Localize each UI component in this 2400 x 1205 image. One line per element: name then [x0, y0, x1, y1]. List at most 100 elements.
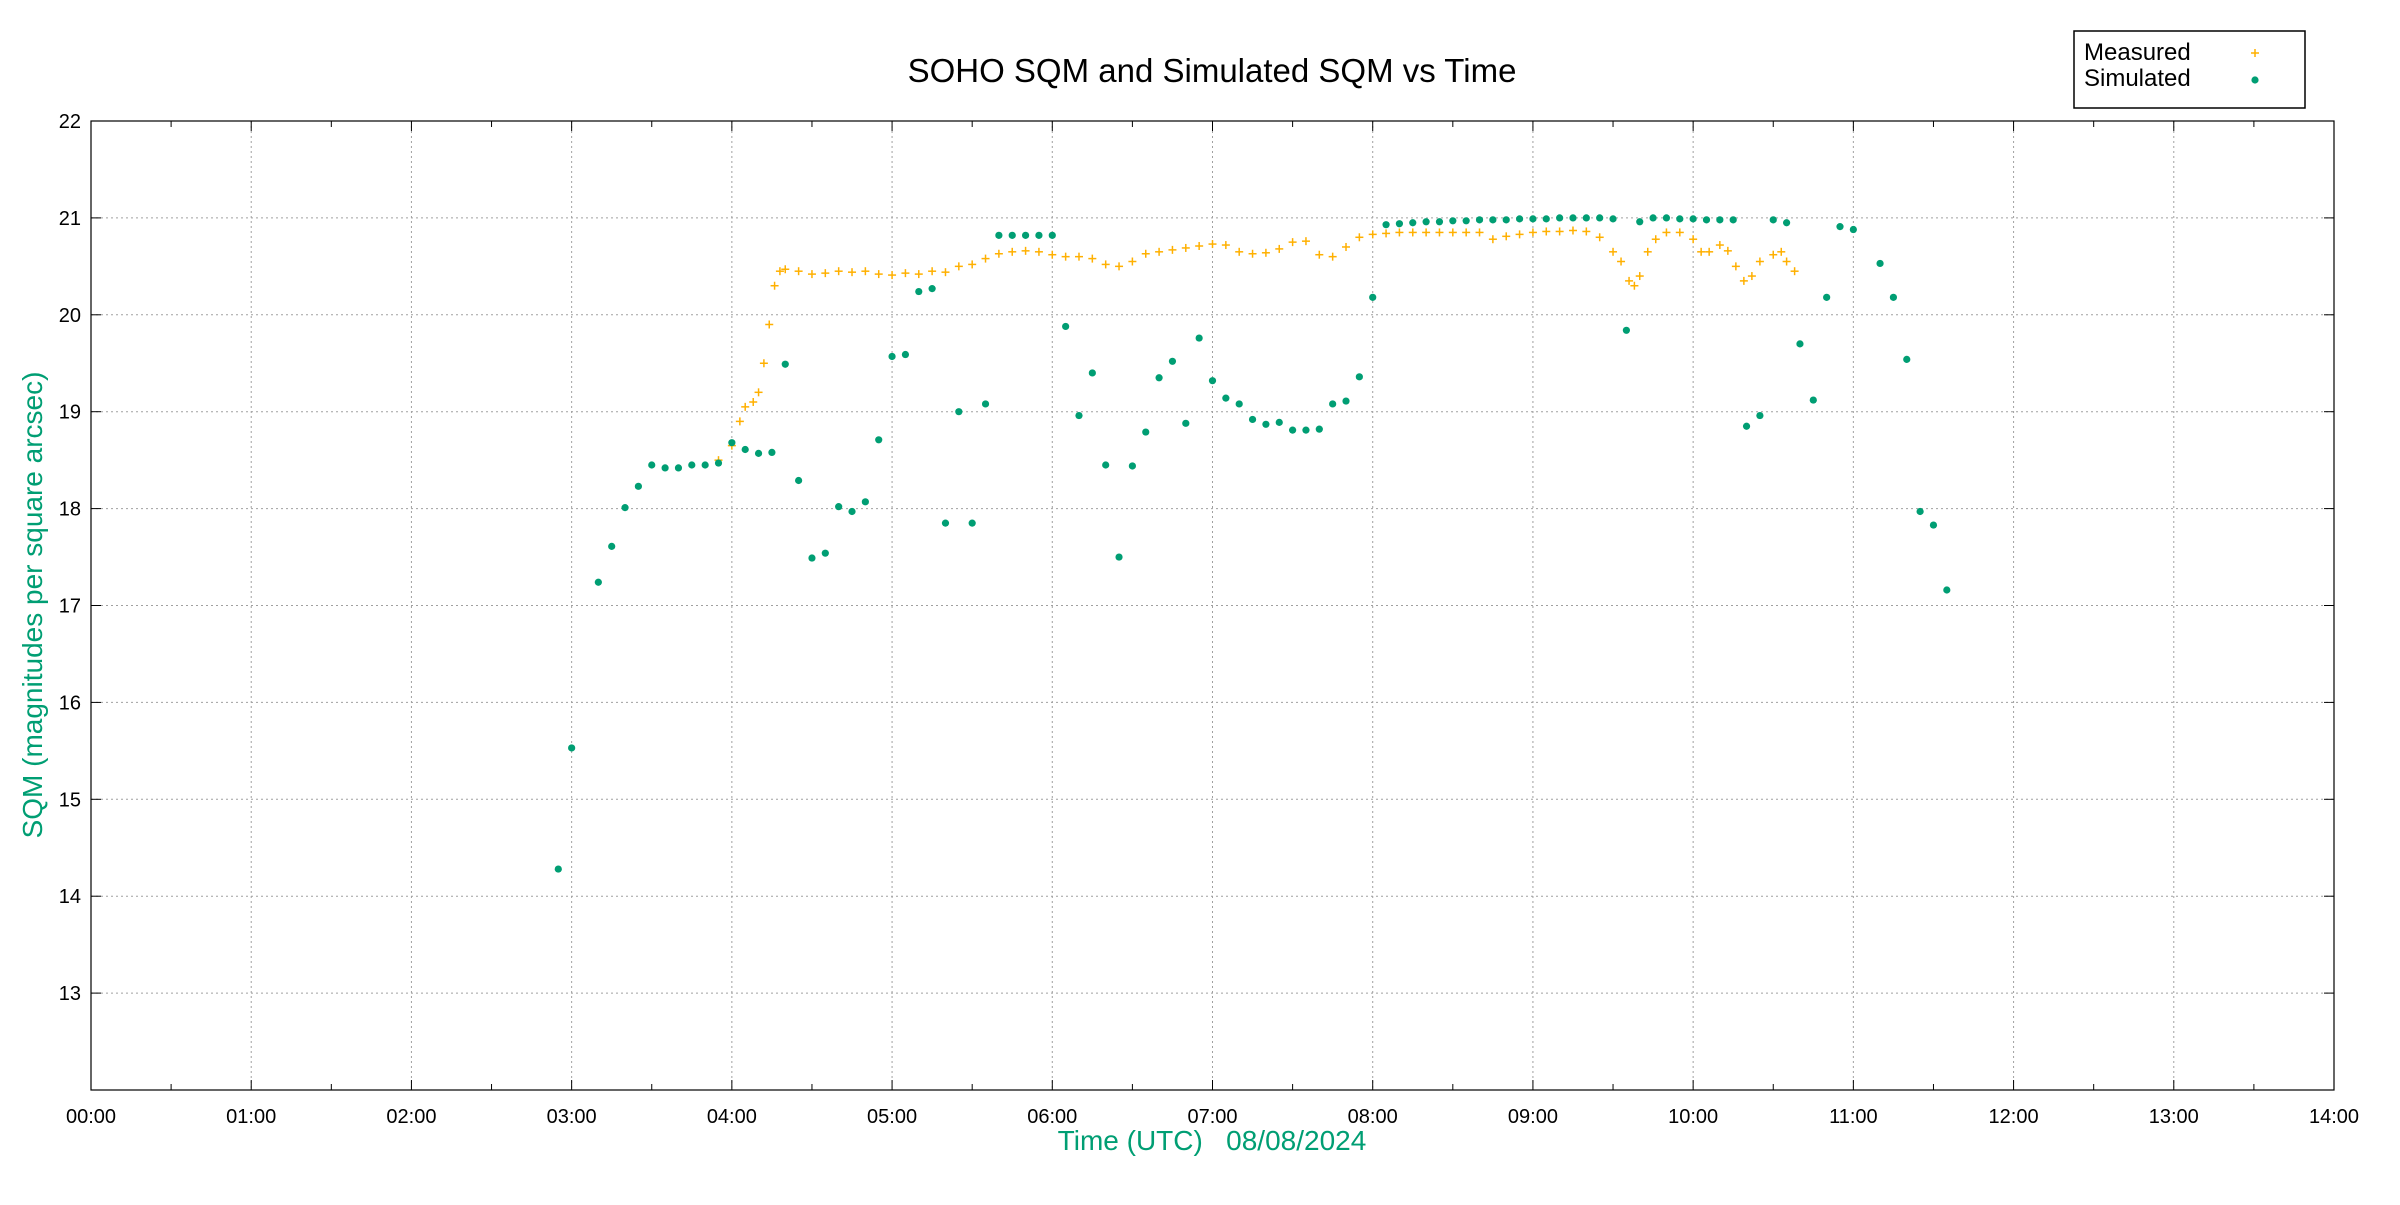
simulated-point — [1275, 418, 1283, 426]
simulated-point — [1062, 322, 1070, 331]
simulated-point — [1462, 217, 1470, 225]
simulated-point — [1783, 219, 1791, 227]
simulated-point — [795, 476, 803, 485]
simulated-point — [781, 360, 789, 368]
chart-title: SOHO SQM and Simulated SQM vs Time — [908, 52, 1517, 89]
simulated-point — [1515, 215, 1524, 223]
simulated-point — [1796, 340, 1804, 348]
simulated-point — [1475, 216, 1484, 224]
simulated-point — [1502, 216, 1510, 224]
simulated-point — [634, 482, 642, 490]
simulated-point — [1676, 215, 1684, 223]
measured-point — [1088, 254, 1097, 263]
x-tick-label: 13:00 — [2149, 1106, 2199, 1128]
simulated-point — [1048, 231, 1056, 239]
simulated-point — [1289, 426, 1297, 434]
measured-point — [1155, 247, 1164, 256]
measured-point — [1528, 228, 1537, 237]
y-tick-label: 21 — [59, 208, 81, 230]
measured-point — [1723, 246, 1732, 255]
x-tick-label: 10:00 — [1668, 1106, 1718, 1128]
simulated-point — [955, 408, 963, 416]
measured-point — [1747, 272, 1756, 281]
legend-label-measured: Measured — [2084, 39, 2191, 66]
measured-point — [1609, 247, 1618, 256]
measured-point — [1128, 257, 1137, 266]
measured-point — [759, 359, 768, 368]
x-tick-label: 01:00 — [226, 1106, 276, 1128]
measured-point — [1542, 227, 1551, 236]
simulated-point — [1702, 216, 1711, 224]
x-tick-label: 14:00 — [2309, 1106, 2359, 1128]
measured-point — [1475, 228, 1484, 237]
measured-point — [1221, 241, 1230, 250]
simulated-point — [995, 231, 1003, 239]
simulated-point — [981, 400, 990, 408]
axes: 00:00 01:00 02:00 03:00 04:00 05:00 06:00 07:00… — [59, 111, 2359, 1128]
simulated-point — [728, 439, 736, 447]
simulated-point — [1556, 214, 1564, 222]
measured-point — [1617, 257, 1626, 266]
simulated-point — [1102, 461, 1110, 469]
measured-point — [1435, 228, 1444, 237]
simulated-point — [1395, 220, 1404, 228]
x-tick-label: 02:00 — [386, 1106, 436, 1128]
measured-point — [1635, 272, 1644, 281]
x-axis-label: Time (UTC) 08/08/2024 — [1058, 1125, 1367, 1156]
x-tick-label: 12:00 — [1989, 1106, 2039, 1128]
simulated-point — [1262, 420, 1270, 428]
simulated-point — [1035, 231, 1043, 239]
simulated-point — [1329, 400, 1337, 408]
measured-point — [775, 267, 784, 276]
simulated-point — [1008, 231, 1016, 239]
measured-point — [1582, 227, 1591, 236]
measured-point — [901, 269, 910, 278]
measured-point — [1288, 238, 1297, 247]
simulated-point — [1302, 426, 1310, 434]
measured-point — [1034, 247, 1043, 256]
x-tick-label: 11:00 — [1829, 1106, 1878, 1128]
measured-point — [874, 270, 883, 279]
simulated-point — [1929, 521, 1938, 529]
measured-point — [765, 320, 774, 329]
simulated-point — [1115, 553, 1123, 561]
measured-point — [1662, 228, 1671, 237]
simulated-point — [1315, 425, 1323, 433]
measured-point — [770, 281, 779, 290]
legend-box — [2073, 30, 2306, 109]
simulated-point — [1889, 293, 1898, 301]
simulated-point — [1248, 415, 1257, 424]
simulated-point — [1422, 218, 1430, 226]
measured-point — [1261, 248, 1270, 257]
simulated-point — [754, 449, 763, 457]
measured-point — [1568, 226, 1577, 235]
simulated-point — [848, 507, 856, 516]
simulated-point — [1689, 215, 1697, 223]
simulated-point — [808, 554, 816, 562]
measured-point — [1555, 227, 1564, 236]
simulated-point — [1409, 219, 1417, 227]
simulated-point — [648, 461, 656, 469]
simulated-point — [1369, 293, 1377, 301]
measured-point — [941, 268, 950, 277]
simulated-point — [1088, 369, 1096, 377]
simulated-point — [968, 519, 976, 527]
x-tick-label: 03:00 — [547, 1106, 597, 1128]
measured-point — [1715, 241, 1724, 250]
measured-point — [807, 270, 816, 279]
measured-point — [1315, 250, 1324, 259]
measured-point — [1731, 262, 1740, 271]
simulated-point — [1823, 293, 1831, 301]
measured-point — [1462, 228, 1471, 237]
simulated-point — [1021, 231, 1030, 239]
y-tick-label: 22 — [59, 111, 81, 133]
simulated-point — [661, 464, 669, 472]
simulated-point — [688, 461, 696, 469]
measured-point — [1739, 276, 1748, 285]
simulated-point — [875, 436, 883, 444]
measured-point — [1355, 233, 1364, 242]
simulated-point — [928, 285, 936, 293]
simulated-point — [1943, 586, 1951, 594]
simulated-point — [1849, 225, 1857, 234]
simulated-point — [1716, 216, 1724, 224]
